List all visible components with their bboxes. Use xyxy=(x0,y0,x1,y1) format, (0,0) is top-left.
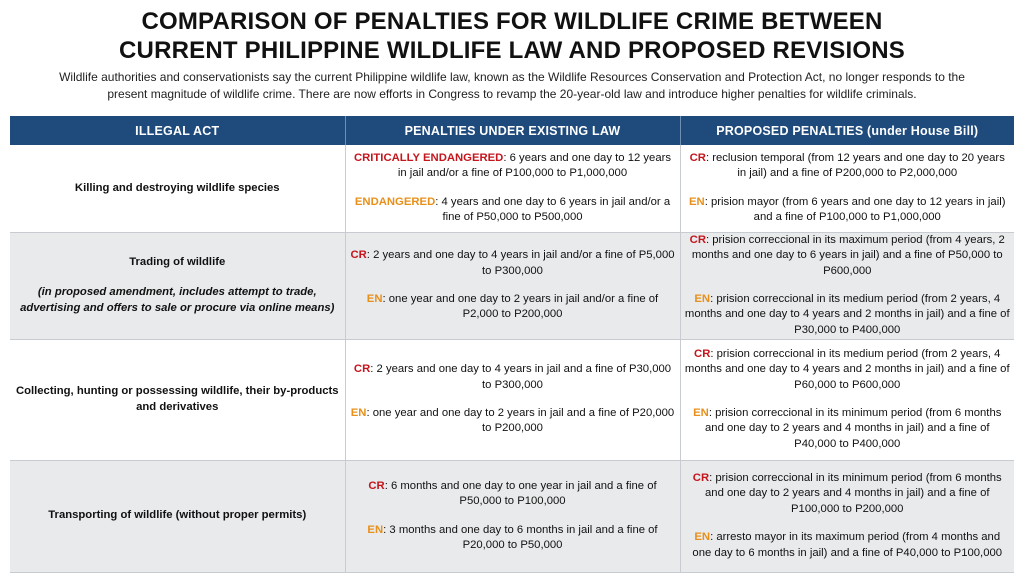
penalty-entry: ENDANGERED: 4 years and one day to 6 yea… xyxy=(350,195,676,226)
penalty-entry: CR: 6 months and one day to one year in … xyxy=(350,479,676,510)
penalty-text: : prision correccional in its minimum pe… xyxy=(705,407,1002,450)
penalty-entry: CR: 2 years and one day to 4 years in ja… xyxy=(350,362,676,393)
category-tag: CR xyxy=(689,233,706,246)
penalty-text: : 6 years and one day to 12 years in jai… xyxy=(397,151,672,180)
category-tag: CR xyxy=(350,249,367,262)
proposed-penalty-cell: CR: prision correccional in its maximum … xyxy=(680,232,1014,340)
penalty-text: : one year and one day to 2 years in jai… xyxy=(366,407,675,435)
illegal-act-label: Collecting, hunting or possessing wildli… xyxy=(15,385,339,413)
category-tag: EN xyxy=(367,523,384,536)
illegal-act-cell: Collecting, hunting or possessing wildli… xyxy=(10,339,346,461)
penalty-text: : 2 years and one day to 4 years in jail… xyxy=(366,249,675,277)
penalty-entry: EN: prision correccional in its minimum … xyxy=(685,406,1011,452)
penalty-text: : 4 years and one day to 6 years in jail… xyxy=(435,195,671,224)
table-row: Collecting, hunting or possessing wildli… xyxy=(10,339,1014,461)
penalty-text: : arresto mayor in its maximum period (f… xyxy=(692,531,1003,559)
penalty-text: : 6 months and one day to one year in ja… xyxy=(384,479,657,508)
category-tag: EN xyxy=(689,195,705,208)
illegal-act-cell: Transporting of wildlife (without proper… xyxy=(10,460,346,573)
page-title: COMPARISON OF PENALTIES FOR WILDLIFE CRI… xyxy=(0,0,1024,65)
penalty-entry: EN: 3 months and one day to 6 months in … xyxy=(350,523,676,554)
proposed-penalty-cell: CR: reclusion temporal (from 12 years an… xyxy=(680,145,1014,233)
penalty-entry: EN: prision mayor (from 6 years and one … xyxy=(685,195,1011,226)
penalty-entry: EN: arresto mayor in its maximum period … xyxy=(685,530,1011,561)
illegal-act-label: Killing and destroying wildlife species xyxy=(74,181,280,194)
category-tag: EN xyxy=(350,407,367,419)
penalty-entry: EN: prision correccional in its medium p… xyxy=(685,292,1011,338)
category-tag: EN xyxy=(694,293,711,305)
category-tag: EN xyxy=(693,407,709,419)
existing-penalty-cell: CR: 2 years and one day to 4 years in ja… xyxy=(345,339,681,461)
illegal-act-cell: Killing and destroying wildlife species xyxy=(10,145,346,233)
title-line-1: COMPARISON OF PENALTIES FOR WILDLIFE CRI… xyxy=(141,8,883,35)
penalty-text: : one year and one day to 2 years in jai… xyxy=(382,293,659,321)
penalty-entry: CRITICALLY ENDANGERED: 6 years and one d… xyxy=(350,151,676,182)
table-row: Trading of wildlife (in proposed amendme… xyxy=(10,232,1014,340)
penalty-text: : reclusion temporal (from 12 years and … xyxy=(705,151,1005,180)
existing-penalty-cell: CR: 2 years and one day to 4 years in ja… xyxy=(345,232,681,340)
title-line-2: CURRENT PHILIPPINE WILDLIFE LAW AND PROP… xyxy=(119,37,905,64)
penalty-entry: EN: one year and one day to 2 years in j… xyxy=(350,406,676,437)
illegal-act-cell: Trading of wildlife (in proposed amendme… xyxy=(10,232,346,340)
penalty-text: : prision mayor (from 6 years and one da… xyxy=(704,195,1006,224)
category-tag: CR xyxy=(692,471,710,484)
existing-penalty-cell: CRITICALLY ENDANGERED: 6 years and one d… xyxy=(345,145,681,233)
header-illegal-act: ILLEGAL ACT xyxy=(10,116,346,145)
category-tag: EN xyxy=(366,293,383,305)
intro-paragraph: Wildlife authorities and conservationist… xyxy=(59,70,965,101)
penalty-entry: CR: 2 years and one day to 4 years in ja… xyxy=(350,248,676,279)
penalties-table: ILLEGAL ACT PENALTIES UNDER EXISTING LAW… xyxy=(10,116,1014,573)
header-proposed-penalties: PROPOSED PENALTIES (under House Bill) xyxy=(680,116,1014,145)
category-tag: CR xyxy=(353,363,371,376)
header-existing-law: PENALTIES UNDER EXISTING LAW xyxy=(345,116,681,145)
category-tag: ENDANGERED xyxy=(354,195,436,208)
category-tag: CR xyxy=(694,347,711,360)
penalty-entry: EN: one year and one day to 2 years in j… xyxy=(350,292,676,323)
penalty-text: : 2 years and one day to 4 years in jail… xyxy=(370,363,672,391)
illegal-act-note: (in proposed amendment, includes attempt… xyxy=(20,286,335,314)
table-row: Transporting of wildlife (without proper… xyxy=(10,460,1014,573)
category-tag: CR xyxy=(368,479,385,492)
table-row: Killing and destroying wildlife species … xyxy=(10,145,1014,233)
penalty-text: : prision correccional in its maximum pe… xyxy=(691,233,1005,277)
category-tag: CRITICALLY ENDANGERED xyxy=(353,151,504,164)
penalty-entry: CR: prision correccional in its minimum … xyxy=(685,471,1011,517)
category-tag: EN xyxy=(694,531,711,544)
penalty-entry: CR: prision correccional in its maximum … xyxy=(685,233,1011,279)
penalty-text: : 3 months and one day to 6 months in ja… xyxy=(383,523,658,551)
penalty-text: : prision correccional in its medium per… xyxy=(684,293,1010,336)
penalty-entry: CR: reclusion temporal (from 12 years an… xyxy=(685,151,1011,182)
illegal-act-label: Transporting of wildlife (without proper… xyxy=(48,509,307,522)
table-header-row: ILLEGAL ACT PENALTIES UNDER EXISTING LAW… xyxy=(10,116,1014,145)
existing-penalty-cell: CR: 6 months and one day to one year in … xyxy=(345,460,681,573)
proposed-penalty-cell: CR: prision correccional in its medium p… xyxy=(680,339,1014,461)
category-tag: CR xyxy=(689,151,706,164)
proposed-penalty-cell: CR: prision correccional in its minimum … xyxy=(680,460,1014,573)
penalty-text: : prision correccional in its medium per… xyxy=(684,347,1010,391)
penalty-text: : prision correccional in its minimum pe… xyxy=(705,471,1002,515)
illegal-act-label: Trading of wildlife xyxy=(129,255,226,268)
penalty-entry: CR: prision correccional in its medium p… xyxy=(685,347,1011,393)
